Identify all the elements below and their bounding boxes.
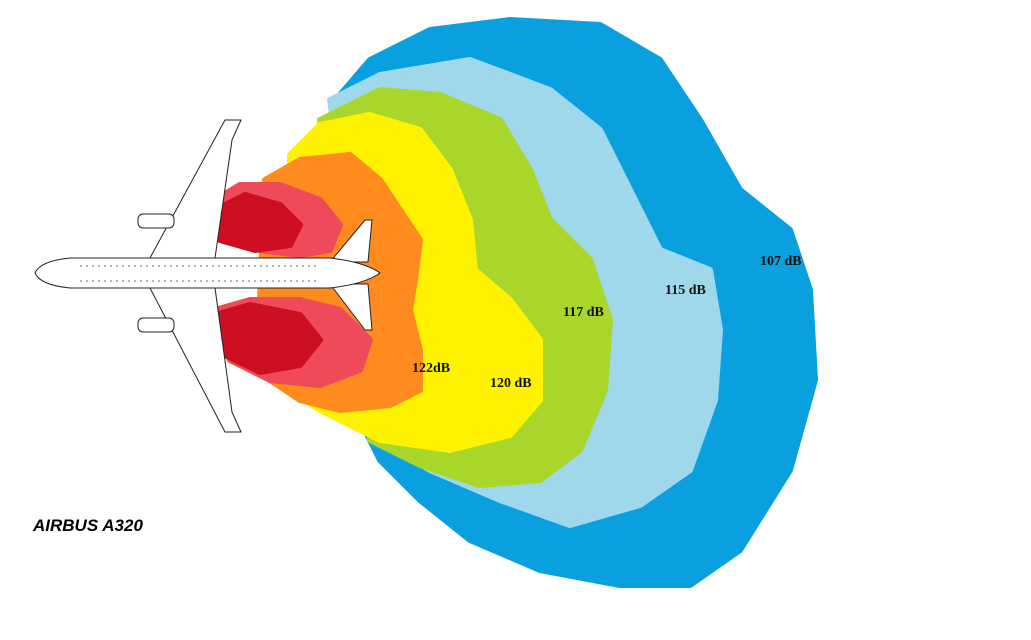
plume-core	[212, 302, 323, 375]
fuselage	[34, 257, 381, 289]
contour-label: 107 dB	[760, 254, 802, 269]
contour-label: 120 dB	[490, 376, 532, 391]
engine	[137, 213, 175, 229]
contour-label: 115 dB	[665, 283, 706, 298]
plume-core	[212, 192, 303, 253]
contour-label: 122dB	[412, 361, 450, 376]
engine	[137, 317, 175, 333]
airplane	[34, 119, 381, 433]
title: AIRBUS A320	[32, 516, 143, 535]
contour-label: 117 dB	[563, 305, 604, 320]
